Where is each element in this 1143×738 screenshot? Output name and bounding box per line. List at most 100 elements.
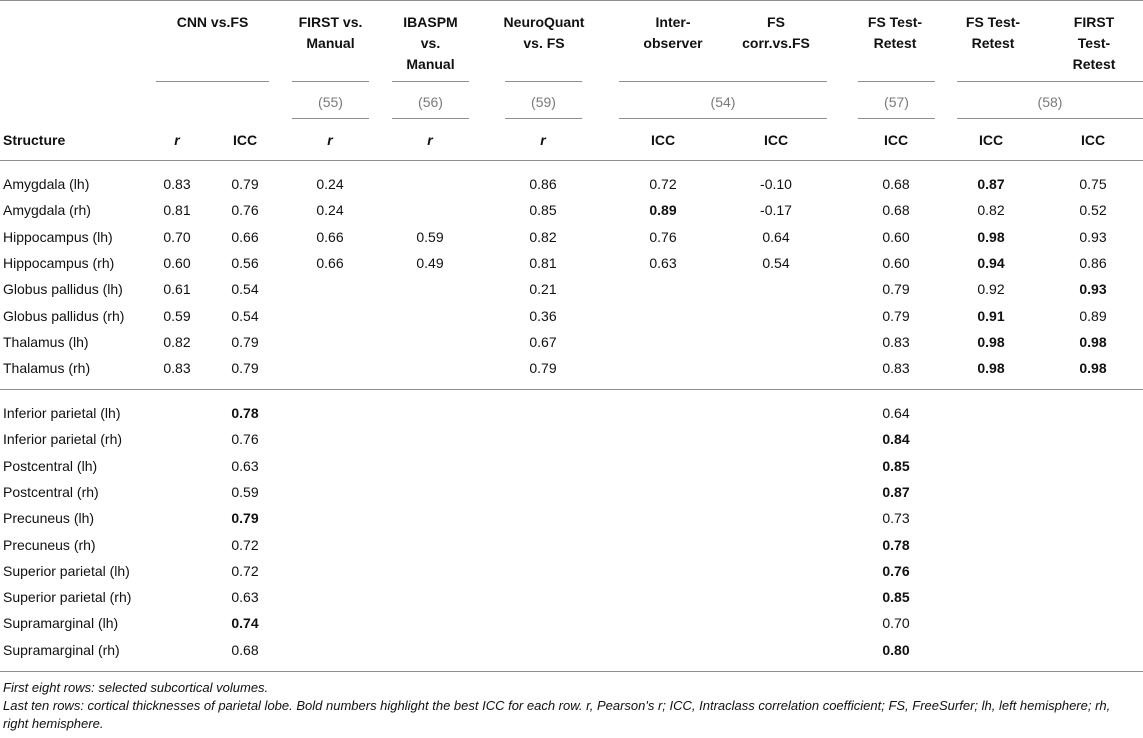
- subheader-icc-6: ICC: [763, 132, 789, 148]
- row-label: Inferior parietal (rh): [3, 431, 123, 448]
- row-label: Hippocampus (rh): [3, 254, 115, 271]
- table-cell: 0.78: [882, 536, 910, 553]
- table-cell: 0.92: [977, 281, 1005, 298]
- table-cell: 0.98: [1079, 333, 1107, 350]
- table-cell: 0.93: [1079, 281, 1107, 298]
- subheader-icc-9: ICC: [1080, 132, 1106, 148]
- table-cell: 0.66: [231, 228, 259, 245]
- table-cell: 0.79: [231, 510, 259, 527]
- header-ibaspm-vs-manual: IBASPM vs. Manual: [403, 14, 458, 72]
- table-top-rule: [0, 0, 1143, 1]
- table-cell: 0.79: [231, 176, 259, 192]
- table-cell: 0.98: [977, 333, 1005, 350]
- ref-rule-55: [292, 118, 369, 119]
- table-cell: 0.68: [231, 641, 259, 658]
- ref-58: (58): [1037, 94, 1063, 110]
- ref-55: (55): [318, 94, 343, 110]
- table-cell: 0.87: [882, 483, 910, 500]
- table-cell: 0.21: [529, 281, 557, 298]
- table-cell: 0.60: [882, 228, 910, 245]
- group-rule-test-retest-58: [957, 81, 1143, 82]
- table-cell: 0.72: [231, 562, 259, 579]
- row-label: Postcentral (rh): [3, 483, 99, 500]
- table-cell: 0.82: [977, 202, 1005, 219]
- header-cnn-vs-fs: CNN vs.FS: [176, 14, 249, 30]
- table-cell: 0.60: [882, 254, 910, 271]
- table-cell: 0.85: [882, 457, 910, 474]
- subheader-icc-5: ICC: [650, 132, 676, 148]
- row-label: Globus pallidus (rh): [3, 307, 125, 324]
- table-cell: 0.63: [231, 457, 259, 474]
- ref-rule-58: [957, 118, 1143, 119]
- table-cell: 0.82: [163, 333, 191, 350]
- table-cell: 0.54: [231, 307, 259, 324]
- header-fs-test-retest-58: FS Test-Retest: [965, 14, 1021, 51]
- table-cell: 0.61: [163, 281, 191, 298]
- table-cell: 0.68: [882, 202, 910, 219]
- table-cell: -0.10: [760, 176, 792, 192]
- table-cell: 0.83: [163, 176, 191, 192]
- table-cell: 0.83: [882, 333, 910, 350]
- table-cell: 0.79: [882, 307, 910, 324]
- table-cell: 0.91: [977, 307, 1005, 324]
- table-cell: 0.78: [231, 405, 259, 421]
- table-cell: 0.52: [1079, 202, 1107, 219]
- table-cell: 0.66: [316, 254, 344, 271]
- table-cell: 0.98: [1079, 360, 1107, 377]
- row-label: Thalamus (rh): [3, 360, 91, 377]
- ref-rule-54: [619, 118, 827, 119]
- subheader-icc-8: ICC: [978, 132, 1004, 148]
- row-label: Superior parietal (rh): [3, 589, 132, 606]
- header-fs-corr-vs-fs: FS corr.vs.FS: [742, 14, 810, 51]
- table-cell: 0.64: [882, 405, 910, 421]
- ref-56: (56): [418, 94, 443, 110]
- subheader-r-2: r: [327, 132, 333, 148]
- group-rule-interobserver: [619, 81, 827, 82]
- table-cell: -0.17: [760, 202, 792, 219]
- group-rule-fs-test-retest: [858, 81, 935, 82]
- footnote-subcortical: First eight rows: selected subcortical v…: [3, 680, 269, 695]
- table-cell: 0.83: [163, 360, 191, 377]
- table-cell: 0.74: [231, 615, 259, 632]
- table-cell: 0.98: [977, 228, 1005, 245]
- table-bottom-rule: [0, 671, 1143, 672]
- table-cell: 0.84: [882, 431, 910, 448]
- subheader-r-4: r: [540, 132, 546, 148]
- ref-57: (57): [884, 94, 909, 110]
- table-cell: 0.76: [882, 562, 910, 579]
- subheader-icc-1: ICC: [232, 132, 258, 148]
- table-cell: 0.86: [529, 176, 557, 192]
- table-cell: 0.75: [1079, 176, 1107, 192]
- table-cell: 0.80: [882, 641, 910, 658]
- table-cell: 0.70: [882, 615, 910, 632]
- row-label: Precuneus (lh): [3, 510, 95, 527]
- table-cell: 0.59: [416, 228, 444, 245]
- table-cell: 0.73: [882, 510, 910, 527]
- table-cell: 0.72: [649, 176, 677, 192]
- table-cell: 0.79: [529, 360, 557, 377]
- subheader-icc-7: ICC: [883, 132, 909, 148]
- structure-column-header: Structure: [3, 132, 66, 148]
- table-cell: 0.64: [762, 228, 790, 245]
- header-first-vs-manual: FIRST vs. Manual: [298, 14, 363, 51]
- table-cell: 0.59: [163, 307, 191, 324]
- row-label: Supramarginal (rh): [3, 641, 120, 658]
- table-cell: 0.24: [316, 176, 344, 192]
- table-cell: 0.67: [529, 333, 557, 350]
- group-rule-cnn: [156, 81, 269, 82]
- table-cell: 0.60: [163, 254, 191, 271]
- table-cell: 0.63: [649, 254, 677, 271]
- ref-54: (54): [710, 94, 736, 110]
- table-cell: 0.89: [649, 202, 677, 219]
- table-cell: 0.87: [977, 176, 1005, 192]
- group-rule-first: [292, 81, 369, 82]
- table-cell: 0.56: [231, 254, 259, 271]
- header-neuroquant-vs-fs: NeuroQuant vs. FS: [503, 14, 585, 51]
- header-first-test-retest: FIRST Test-Retest: [1072, 14, 1116, 72]
- row-label: Superior parietal (lh): [3, 562, 130, 579]
- table-cell: 0.68: [882, 176, 910, 192]
- table-cell: 0.72: [231, 536, 259, 553]
- table-cell: 0.85: [882, 589, 910, 606]
- row-label: Precuneus (rh): [3, 536, 96, 553]
- table-cell: 0.82: [529, 228, 557, 245]
